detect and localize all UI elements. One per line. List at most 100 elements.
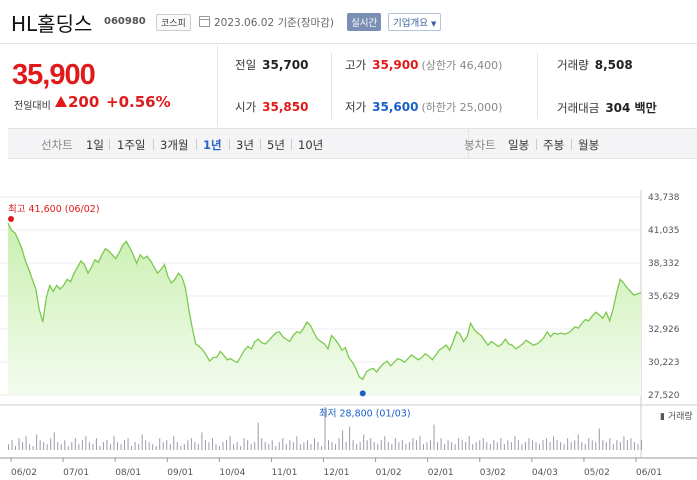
volume-bar bbox=[458, 438, 460, 450]
volume-bar bbox=[553, 436, 555, 450]
volume-bar bbox=[546, 438, 548, 450]
volume-bar bbox=[595, 442, 597, 450]
volume-bar bbox=[349, 426, 351, 450]
volume-bar bbox=[64, 440, 66, 450]
corp-overview-dropdown[interactable]: 기업개요 ▼ bbox=[388, 13, 442, 31]
volume-bar bbox=[85, 436, 87, 450]
stat-amount: 거래대금 304 백만 bbox=[557, 99, 657, 116]
volume-bar bbox=[233, 444, 235, 450]
volume-bar bbox=[426, 442, 428, 450]
volume-bar bbox=[549, 442, 551, 450]
volume-bar bbox=[226, 440, 228, 450]
stat-label: 거래량 bbox=[557, 58, 589, 72]
corp-overview-label: 기업개요 bbox=[393, 18, 428, 29]
volume-bar bbox=[201, 432, 203, 450]
volume-bar bbox=[577, 434, 579, 450]
period-1d[interactable]: 1일 bbox=[86, 138, 104, 152]
x-tick-label: 05/02 bbox=[584, 468, 610, 478]
volume-bar bbox=[102, 442, 104, 450]
period-divider bbox=[536, 139, 537, 150]
period-1w[interactable]: 1주일 bbox=[117, 138, 146, 152]
volume-bar bbox=[517, 440, 519, 450]
volume-bar bbox=[310, 444, 312, 450]
volume-bar bbox=[166, 440, 168, 450]
stat-label: 시가 bbox=[235, 100, 257, 114]
stat-label: 거래대금 bbox=[557, 101, 600, 115]
volume-bar bbox=[57, 442, 59, 450]
candle-weekly[interactable]: 주봉 bbox=[543, 138, 565, 152]
candle-monthly[interactable]: 월봉 bbox=[578, 138, 600, 152]
volume-bar bbox=[124, 440, 126, 450]
volume-bar bbox=[623, 436, 625, 450]
volume-bar bbox=[36, 434, 38, 450]
up-arrow-icon bbox=[55, 96, 67, 107]
line-chart-label: 선차트 bbox=[41, 138, 73, 152]
period-3y[interactable]: 3년 bbox=[236, 138, 254, 152]
period-10y[interactable]: 10년 bbox=[298, 138, 324, 152]
volume-bar bbox=[479, 440, 481, 450]
volume-bar bbox=[299, 444, 301, 450]
volume-bar bbox=[356, 444, 358, 450]
volume-bar bbox=[22, 442, 24, 450]
volume-bar bbox=[187, 440, 189, 450]
change-value: 200 bbox=[68, 93, 100, 111]
volume-bar bbox=[419, 436, 421, 450]
volume-bar bbox=[387, 442, 389, 450]
volume-bar bbox=[254, 442, 256, 450]
x-tick-label: 07/01 bbox=[63, 468, 89, 478]
calendar-icon bbox=[199, 16, 210, 27]
high-label: 최고 41,600 (06/02) bbox=[8, 204, 100, 215]
volume-bar bbox=[134, 442, 136, 450]
volume-bar bbox=[159, 438, 161, 450]
period-divider bbox=[196, 139, 197, 150]
volume-label: ▮ 거래량 bbox=[660, 410, 693, 422]
stat-high: 고가 35,900 (상한가 46,400) bbox=[345, 57, 502, 73]
price-chart[interactable]: 43,738 41,035 38,332 35,629 32,926 30,223 27,5… bbox=[0, 160, 697, 480]
volume-bar bbox=[380, 440, 382, 450]
volume-bar bbox=[609, 438, 611, 450]
period-1y[interactable]: 1년 bbox=[203, 138, 222, 152]
period-5y[interactable]: 5년 bbox=[267, 138, 285, 152]
change-label: 전일대비 bbox=[14, 101, 51, 112]
volume-bar bbox=[145, 440, 147, 450]
volume-bar bbox=[486, 442, 488, 450]
volume-bar bbox=[46, 444, 48, 450]
volume-bar bbox=[271, 440, 273, 450]
volume-bar bbox=[598, 428, 600, 450]
y-tick-label: 38,332 bbox=[648, 259, 680, 269]
volume-bar bbox=[581, 442, 583, 450]
volume-bar bbox=[81, 440, 83, 450]
volume-bar bbox=[211, 438, 213, 450]
volume-bar bbox=[475, 442, 477, 450]
period-3m[interactable]: 3개월 bbox=[160, 138, 189, 152]
volume-bar bbox=[285, 444, 287, 450]
stat-value: 304 백만 bbox=[605, 101, 657, 115]
volume-bar bbox=[138, 444, 140, 450]
stat-label: 전일 bbox=[235, 58, 257, 72]
volume-bar bbox=[155, 446, 157, 450]
volume-bar bbox=[626, 440, 628, 450]
period-divider bbox=[109, 139, 110, 150]
stat-value: 35,900 bbox=[372, 58, 419, 72]
volume-bar bbox=[243, 438, 245, 450]
stock-code: 060980 bbox=[104, 16, 146, 27]
y-tick-label: 41,035 bbox=[648, 226, 680, 236]
realtime-button[interactable]: 실시간 bbox=[347, 13, 382, 31]
volume-bar bbox=[313, 438, 315, 450]
volume-bar bbox=[190, 438, 192, 450]
volume-bar bbox=[18, 438, 20, 450]
volume-bar bbox=[489, 444, 491, 450]
volume-bar bbox=[204, 440, 206, 450]
volume-bar bbox=[531, 440, 533, 450]
volume-bar bbox=[560, 442, 562, 450]
y-tick-label: 32,926 bbox=[648, 325, 680, 335]
volume-bar bbox=[567, 438, 569, 450]
volume-bar bbox=[384, 436, 386, 450]
volume-bar bbox=[405, 444, 407, 450]
x-tick-label: 11/01 bbox=[271, 468, 297, 478]
stat-label: 저가 bbox=[345, 100, 367, 114]
change-percent: +0.56% bbox=[106, 93, 171, 111]
volume-bar bbox=[633, 442, 635, 450]
volume-bar bbox=[528, 438, 530, 450]
candle-daily[interactable]: 일봉 bbox=[508, 138, 530, 152]
